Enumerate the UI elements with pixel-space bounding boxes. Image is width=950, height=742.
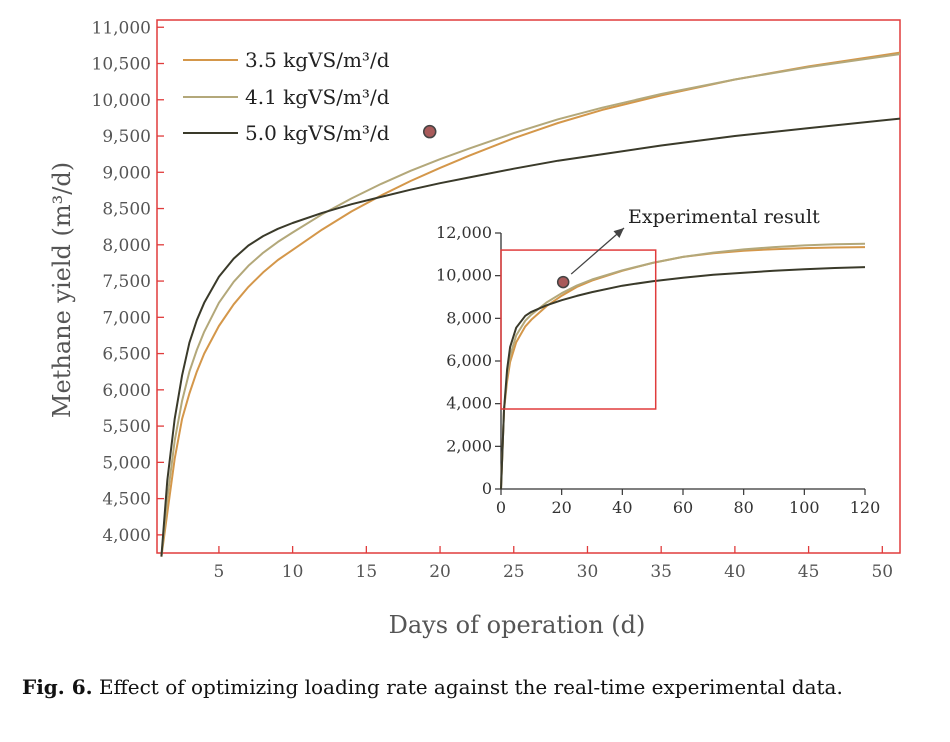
legend-label-series-2: 4.1 kgVS/m³/d <box>245 85 390 109</box>
y-tick-label: 10,500 <box>92 55 151 75</box>
inset-x-tick-label: 0 <box>496 498 506 517</box>
inset-series-group <box>500 242 866 490</box>
inset-series-line-2 <box>500 242 866 490</box>
inset-y-tick-label: 10,000 <box>436 266 492 285</box>
annotation-experimental-result: Experimental result <box>628 206 820 228</box>
y-tick-label: 9,500 <box>102 127 151 147</box>
y-tick-label: 7,000 <box>102 308 151 328</box>
legend: 3.5 kgVS/m³/d 4.1 kgVS/m³/d 5.0 kgVS/m³/… <box>183 48 390 145</box>
inset-x-tick-label: 100 <box>789 498 820 517</box>
inset-series-line-3 <box>500 266 866 490</box>
y-tick-label: 6,500 <box>102 345 151 365</box>
inset-x-tick-label: 40 <box>612 498 632 517</box>
y-tick-label: 5,000 <box>102 453 151 473</box>
y-tick-label: 6,000 <box>102 381 151 401</box>
inset-chart: 0 2,000 4,000 6,000 8,000 10,000 12,000 0 20 40 60… <box>436 206 880 517</box>
inset-x-tick-label: 120 <box>850 498 881 517</box>
x-tick-label: 10 <box>282 562 304 582</box>
caption-label: Fig. 6. <box>22 675 93 699</box>
main-experimental-point <box>422 124 437 139</box>
main-series-line-2 <box>160 53 901 557</box>
x-tick-label: 20 <box>429 562 451 582</box>
inset-y-tick-label: 6,000 <box>446 351 492 370</box>
inset-y-tick-label: 12,000 <box>436 223 492 242</box>
inset-y-tick-label: 2,000 <box>446 436 492 455</box>
y-tick-label: 4,000 <box>102 526 151 546</box>
main-series-group <box>160 51 901 557</box>
x-tick-label: 5 <box>214 562 225 582</box>
y-tick-label: 9,000 <box>102 163 151 183</box>
annotation-arrow <box>570 227 625 275</box>
inset-x-tick-label: 80 <box>733 498 753 517</box>
x-tick-label: 25 <box>503 562 525 582</box>
inset-zoom-box <box>500 249 657 410</box>
legend-label-series-3: 5.0 kgVS/m³/d <box>245 121 390 145</box>
main-series-line-1 <box>160 51 901 557</box>
methane-yield-chart: 4,000 4,500 5,000 5,500 6,000 6,500 7,000 7,500… <box>48 18 901 639</box>
y-tick-label: 8,000 <box>102 236 151 256</box>
y-tick-label: 11,000 <box>92 18 151 38</box>
x-tick-label: 45 <box>798 562 820 582</box>
x-tick-label: 50 <box>871 562 893 582</box>
x-axis-label: Days of operation (d) <box>389 611 646 639</box>
annotation-arrowhead <box>613 228 624 238</box>
inset-x-tick-label: 20 <box>551 498 571 517</box>
inset-y-tick-label: 8,000 <box>446 308 492 327</box>
y-tick-label: 4,500 <box>102 490 151 510</box>
main-plot-frame <box>156 19 901 554</box>
y-tick-label: 8,500 <box>102 200 151 220</box>
x-tick-label: 15 <box>356 562 378 582</box>
main-axis-ticks: 4,000 4,500 5,000 5,500 6,000 6,500 7,000 7,500… <box>92 18 894 582</box>
y-axis-label: Methane yield (m³/d) <box>48 162 76 418</box>
main-markers-group <box>422 124 437 139</box>
inset-markers-group <box>556 275 570 289</box>
caption-text: Effect of optimizing loading rate agains… <box>92 675 843 699</box>
legend-label-series-1: 3.5 kgVS/m³/d <box>245 48 390 72</box>
inset-y-tick-label: 4,000 <box>446 394 492 413</box>
figure-caption: Fig. 6. Effect of optimizing loading rat… <box>22 672 928 702</box>
inset-series-line-1 <box>500 246 866 490</box>
main-series-line-3 <box>160 117 901 557</box>
inset-x-tick-label: 60 <box>673 498 693 517</box>
inset-y-tick-label: 0 <box>482 479 492 498</box>
x-tick-label: 40 <box>724 562 746 582</box>
x-tick-label: 30 <box>577 562 599 582</box>
inset-experimental-point <box>556 275 570 289</box>
y-tick-label: 10,000 <box>92 91 151 111</box>
x-tick-label: 35 <box>650 562 672 582</box>
y-tick-label: 7,500 <box>102 272 151 292</box>
y-tick-label: 5,500 <box>102 417 151 437</box>
inset-axis-ticks: 0 2,000 4,000 6,000 8,000 10,000 12,000 0 20 40 60… <box>436 223 880 517</box>
